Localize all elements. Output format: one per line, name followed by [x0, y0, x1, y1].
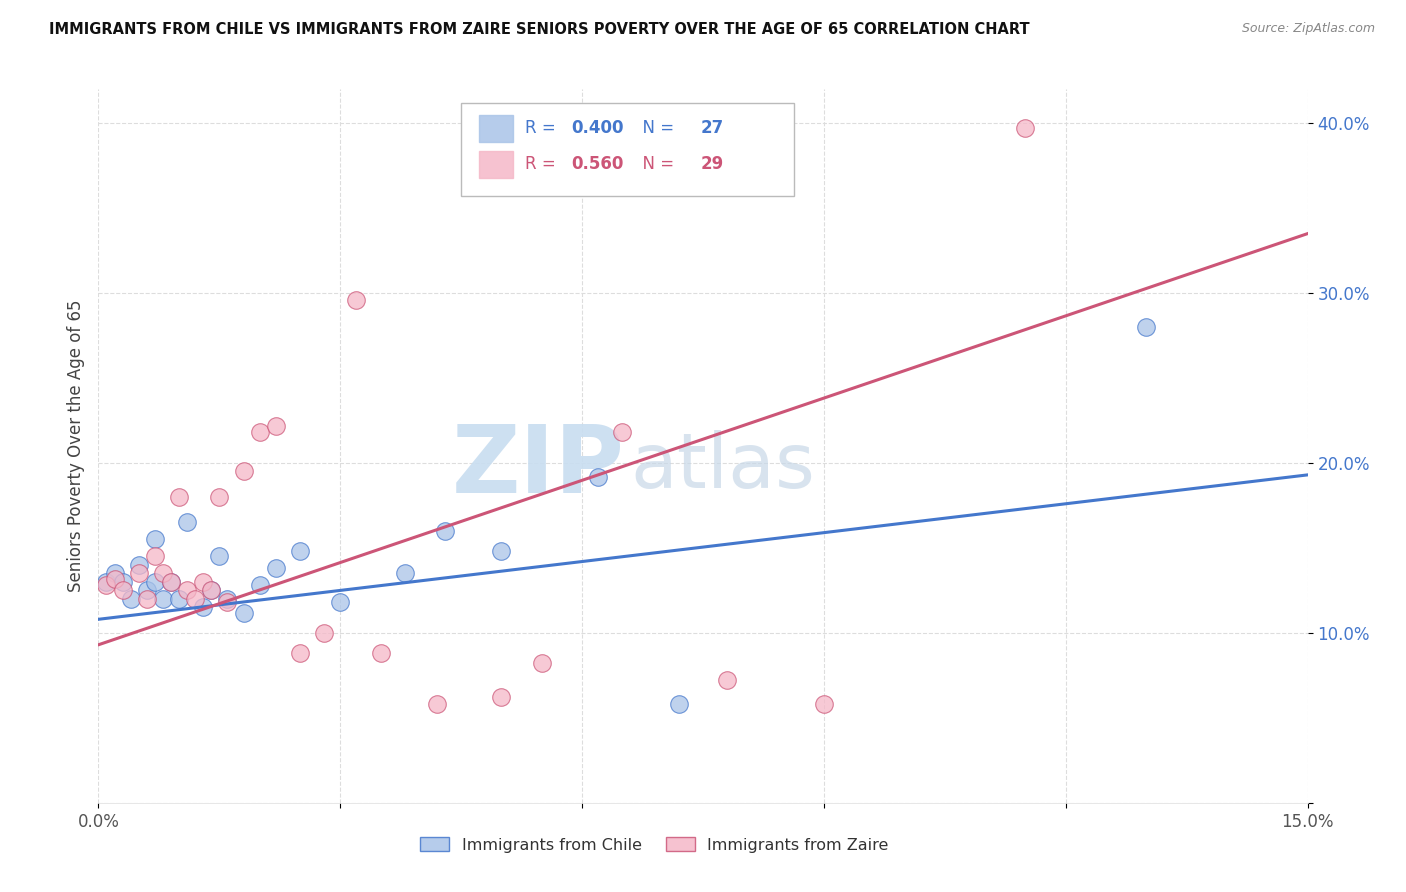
Point	[491, 544, 513, 558]
Point	[160, 574, 183, 589]
Point	[143, 574, 166, 589]
Point	[1014, 121, 1036, 136]
Point	[167, 490, 190, 504]
FancyBboxPatch shape	[461, 103, 793, 196]
Point	[426, 698, 449, 712]
Point	[96, 578, 118, 592]
Point	[103, 572, 125, 586]
Text: 0.400: 0.400	[571, 120, 624, 137]
Point	[135, 591, 157, 606]
Point	[176, 583, 198, 598]
Point	[128, 566, 150, 581]
Point	[200, 583, 222, 598]
Text: N =: N =	[631, 120, 679, 137]
Point	[249, 578, 271, 592]
Point	[111, 574, 134, 589]
Point	[184, 591, 207, 606]
Point	[120, 591, 142, 606]
Point	[288, 646, 311, 660]
Legend: Immigrants from Chile, Immigrants from Zaire: Immigrants from Chile, Immigrants from Z…	[413, 830, 896, 859]
Point	[128, 558, 150, 572]
Point	[208, 549, 231, 564]
Point	[1135, 320, 1157, 334]
Point	[143, 549, 166, 564]
Point	[530, 657, 553, 671]
Text: 29: 29	[700, 155, 724, 173]
Point	[491, 690, 513, 705]
Point	[264, 561, 287, 575]
Point	[193, 574, 215, 589]
Text: 27: 27	[700, 120, 724, 137]
Point	[716, 673, 738, 688]
Point	[208, 490, 231, 504]
Point	[329, 595, 352, 609]
Point	[288, 544, 311, 558]
Point	[232, 606, 254, 620]
Point	[434, 524, 457, 538]
Point	[103, 566, 125, 581]
Point	[314, 626, 336, 640]
Point	[96, 574, 118, 589]
Text: N =: N =	[631, 155, 679, 173]
Point	[586, 469, 609, 483]
Point	[370, 646, 392, 660]
Bar	[479, 151, 513, 178]
Point	[264, 418, 287, 433]
Point	[344, 293, 367, 307]
Text: R =: R =	[526, 155, 561, 173]
Point	[394, 566, 416, 581]
Point	[167, 591, 190, 606]
Point	[813, 698, 835, 712]
Point	[232, 465, 254, 479]
Text: Source: ZipAtlas.com: Source: ZipAtlas.com	[1241, 22, 1375, 36]
Text: IMMIGRANTS FROM CHILE VS IMMIGRANTS FROM ZAIRE SENIORS POVERTY OVER THE AGE OF 6: IMMIGRANTS FROM CHILE VS IMMIGRANTS FROM…	[49, 22, 1029, 37]
Point	[111, 583, 134, 598]
Point	[217, 595, 239, 609]
Point	[217, 591, 239, 606]
Point	[160, 574, 183, 589]
Point	[176, 516, 198, 530]
Point	[152, 591, 174, 606]
Text: 0.560: 0.560	[571, 155, 624, 173]
Point	[135, 583, 157, 598]
Point	[200, 583, 222, 598]
Point	[143, 533, 166, 547]
Text: R =: R =	[526, 120, 561, 137]
Y-axis label: Seniors Poverty Over the Age of 65: Seniors Poverty Over the Age of 65	[66, 300, 84, 592]
Point	[668, 698, 690, 712]
Point	[612, 425, 634, 440]
Point	[152, 566, 174, 581]
Point	[193, 600, 215, 615]
Text: ZIP: ZIP	[451, 421, 624, 514]
Bar	[479, 115, 513, 142]
Text: atlas: atlas	[630, 431, 815, 504]
Point	[249, 425, 271, 440]
